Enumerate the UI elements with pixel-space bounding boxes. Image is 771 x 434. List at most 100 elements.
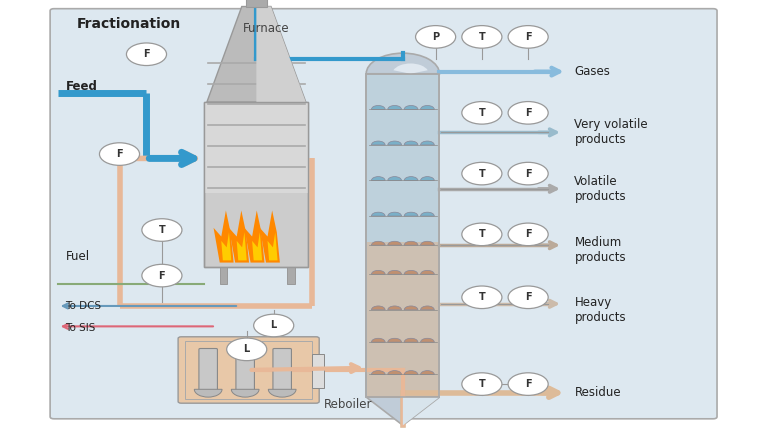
Circle shape: [254, 314, 294, 337]
Wedge shape: [268, 389, 296, 397]
Wedge shape: [420, 141, 434, 145]
Wedge shape: [388, 371, 402, 375]
Wedge shape: [388, 141, 402, 145]
Wedge shape: [366, 53, 439, 74]
FancyBboxPatch shape: [312, 354, 324, 388]
Wedge shape: [420, 371, 434, 375]
Wedge shape: [404, 105, 418, 109]
FancyBboxPatch shape: [273, 349, 291, 391]
Wedge shape: [420, 241, 434, 245]
Wedge shape: [404, 241, 418, 245]
Wedge shape: [372, 270, 386, 274]
Wedge shape: [420, 270, 434, 274]
Wedge shape: [404, 306, 418, 310]
Text: F: F: [525, 379, 531, 389]
FancyBboxPatch shape: [199, 349, 217, 391]
FancyBboxPatch shape: [204, 102, 308, 267]
Text: To SIS: To SIS: [66, 322, 96, 333]
Wedge shape: [404, 371, 418, 375]
Wedge shape: [372, 105, 386, 109]
Text: Medium
products: Medium products: [574, 236, 626, 263]
Wedge shape: [372, 177, 386, 181]
Wedge shape: [404, 141, 418, 145]
Circle shape: [508, 26, 548, 48]
Circle shape: [99, 143, 140, 165]
Wedge shape: [388, 306, 402, 310]
Circle shape: [508, 286, 548, 309]
Text: Volatile
products: Volatile products: [574, 175, 626, 203]
Text: T: T: [479, 32, 485, 42]
Wedge shape: [404, 177, 418, 181]
Wedge shape: [420, 212, 434, 216]
Text: T: T: [479, 168, 485, 179]
Circle shape: [462, 162, 502, 185]
Polygon shape: [366, 397, 439, 425]
Wedge shape: [388, 212, 402, 216]
Text: F: F: [525, 168, 531, 179]
Circle shape: [142, 219, 182, 241]
Wedge shape: [388, 105, 402, 109]
Text: F: F: [525, 229, 531, 240]
Circle shape: [462, 286, 502, 309]
Wedge shape: [393, 63, 428, 74]
Text: L: L: [244, 344, 250, 355]
Wedge shape: [194, 389, 222, 397]
Wedge shape: [404, 338, 418, 342]
FancyBboxPatch shape: [366, 74, 439, 397]
Wedge shape: [372, 241, 386, 245]
Wedge shape: [420, 105, 434, 109]
FancyBboxPatch shape: [204, 102, 308, 193]
Wedge shape: [388, 241, 402, 245]
FancyBboxPatch shape: [287, 267, 295, 284]
Text: Residue: Residue: [574, 386, 621, 399]
Wedge shape: [388, 270, 402, 274]
Text: F: F: [525, 32, 531, 42]
Wedge shape: [231, 389, 259, 397]
Polygon shape: [229, 210, 249, 263]
FancyBboxPatch shape: [50, 9, 717, 419]
Text: Gases: Gases: [574, 65, 611, 78]
Text: F: F: [159, 270, 165, 281]
Text: T: T: [479, 229, 485, 240]
Circle shape: [508, 373, 548, 395]
FancyBboxPatch shape: [246, 0, 267, 7]
Polygon shape: [237, 232, 247, 260]
Polygon shape: [402, 397, 439, 425]
Text: T: T: [479, 292, 485, 302]
Polygon shape: [260, 210, 280, 263]
FancyBboxPatch shape: [220, 267, 227, 284]
Text: T: T: [159, 225, 165, 235]
Text: Furnace: Furnace: [243, 22, 289, 35]
Wedge shape: [420, 338, 434, 342]
Text: Reboiler: Reboiler: [324, 398, 372, 411]
Circle shape: [462, 26, 502, 48]
Polygon shape: [207, 7, 306, 102]
Text: To DCS: To DCS: [66, 301, 102, 311]
Circle shape: [462, 102, 502, 124]
Circle shape: [508, 223, 548, 246]
Wedge shape: [372, 338, 386, 342]
Text: Heavy
products: Heavy products: [574, 296, 626, 324]
Wedge shape: [388, 177, 402, 181]
Text: Very volatile
products: Very volatile products: [574, 118, 648, 146]
Text: F: F: [116, 149, 123, 159]
Wedge shape: [372, 371, 386, 375]
Polygon shape: [256, 7, 306, 102]
Text: F: F: [525, 292, 531, 302]
Polygon shape: [221, 232, 231, 260]
Text: L: L: [271, 320, 277, 331]
Wedge shape: [372, 141, 386, 145]
Text: F: F: [525, 108, 531, 118]
Wedge shape: [404, 270, 418, 274]
FancyBboxPatch shape: [236, 349, 254, 391]
Circle shape: [227, 338, 267, 361]
Text: T: T: [479, 108, 485, 118]
Circle shape: [508, 102, 548, 124]
Polygon shape: [268, 232, 278, 260]
Polygon shape: [214, 210, 234, 263]
Wedge shape: [420, 177, 434, 181]
Wedge shape: [388, 338, 402, 342]
Circle shape: [142, 264, 182, 287]
Circle shape: [462, 223, 502, 246]
Circle shape: [508, 162, 548, 185]
